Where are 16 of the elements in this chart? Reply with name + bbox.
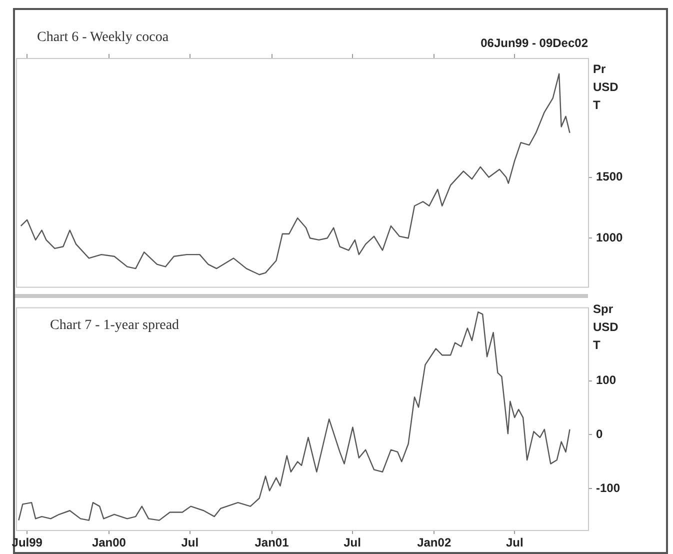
y-tick-label: -100 [596,480,620,495]
y-tick-label: 1000 [596,230,624,244]
y-tick-label: 0 [596,427,603,442]
x-tick-label: Jan02 [417,536,452,550]
chart-subtitle: 06Jun99 - 09Dec02 [480,36,588,50]
x-tick-label: Jan01 [254,536,290,550]
y-tick-label: 1500 [596,170,624,184]
text: Chart 7 - 1-year spread [50,318,180,334]
x-tick-label: Jan00 [92,536,126,550]
x-tick-label: Jul [344,536,361,550]
y-axis-title: Spr USD T [593,301,620,354]
y-axis-title: Pr USD T [593,61,620,114]
y-tick-label: 100 [596,373,616,388]
x-tick-label: Jul [181,536,199,550]
x-tick-label: Jul [506,536,524,550]
chart-title: Chart 6 - Weekly cocoa [37,30,169,46]
